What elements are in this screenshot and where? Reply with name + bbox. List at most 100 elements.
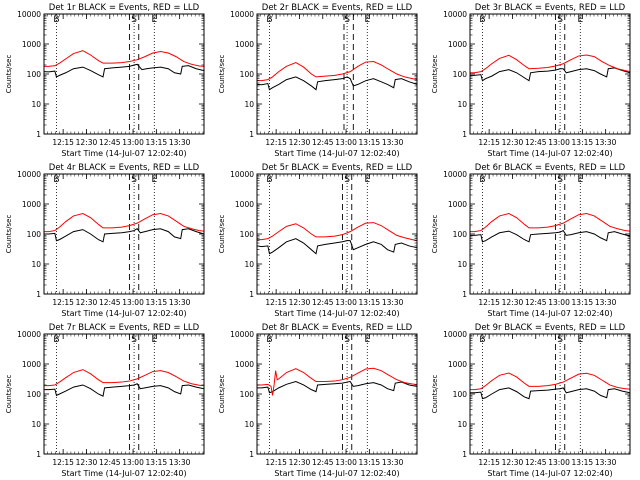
x-axis-label: Start Time (14-Jul-07 12:02:40) [274, 149, 399, 158]
y-axis-label: Counts/sec [5, 55, 13, 94]
y-tick-label: 1 [462, 290, 467, 299]
x-tick-label: 13:00 [335, 138, 357, 147]
x-tick-label: 13:00 [548, 458, 570, 467]
y-tick-label: 100 [27, 230, 42, 239]
series-line-lld [44, 213, 205, 233]
y-tick-label: 10 [244, 100, 254, 109]
x-tick-label: 12:45 [312, 458, 334, 467]
x-tick-label: 13:30 [169, 138, 191, 147]
y-tick-label: 10000 [230, 170, 254, 179]
x-tick-label: 12:45 [312, 138, 334, 147]
y-tick-label: 1000 [22, 360, 41, 369]
x-tick-label: 13:30 [382, 298, 404, 307]
y-tick-label: 10 [244, 260, 254, 269]
marker-label-e: E [151, 175, 157, 185]
chart-title: Det 2r BLACK = Events, RED = LLD [262, 3, 413, 13]
series-line-lld [470, 54, 631, 74]
marker-label-s: S [131, 335, 137, 345]
y-tick-label: 10 [31, 420, 41, 429]
marker-label-b: B [266, 15, 272, 25]
x-axis-label: Start Time (14-Jul-07 12:02:40) [487, 149, 612, 158]
marker-label-s: S [344, 15, 350, 25]
chart-panel: Det 7r BLACK = Events, RED = LLD Counts/s… [5, 323, 205, 478]
series-line-lld [257, 367, 418, 396]
plot-frame [469, 173, 631, 295]
series-line-events [470, 387, 631, 400]
y-tick-label: 1000 [235, 40, 254, 49]
y-tick-label: 10 [31, 100, 41, 109]
series-line-lld [44, 50, 205, 67]
x-tick-label: 12:45 [99, 458, 121, 467]
x-tick-label: 12:15 [478, 458, 500, 467]
marker-label-e: E [364, 175, 370, 185]
plot-frame [43, 173, 205, 295]
y-tick-label: 100 [240, 70, 255, 79]
x-tick-label: 12:15 [52, 138, 74, 147]
marker-label-b: B [479, 175, 485, 185]
x-axis-label: Start Time (14-Jul-07 12:02:40) [61, 309, 186, 318]
chart-panel: Det 5r BLACK = Events, RED = LLD Counts/s… [218, 163, 418, 318]
marker-label-s: S [344, 175, 350, 185]
y-tick-label: 10 [457, 420, 467, 429]
y-tick-label: 1000 [235, 200, 254, 209]
y-tick-label: 1000 [448, 40, 467, 49]
marker-label-b: B [53, 15, 59, 25]
x-axis-label: Start Time (14-Jul-07 12:02:40) [487, 309, 612, 318]
y-axis-label: Counts/sec [218, 215, 226, 254]
x-tick-label: 12:15 [52, 458, 74, 467]
y-tick-label: 1000 [448, 360, 467, 369]
chart-title: Det 8r BLACK = Events, RED = LLD [262, 323, 413, 333]
chart-title: Det 4r BLACK = Events, RED = LLD [49, 163, 200, 173]
marker-label-s: S [557, 15, 563, 25]
plot-frame [256, 13, 418, 135]
series-line-lld [257, 61, 418, 82]
chart-title: Det 5r BLACK = Events, RED = LLD [262, 163, 413, 173]
plot-frame [256, 333, 418, 455]
x-axis-label: Start Time (14-Jul-07 12:02:40) [274, 469, 399, 478]
x-tick-label: 13:30 [595, 298, 617, 307]
marker-label-e: E [151, 335, 157, 345]
marker-label-b: B [479, 335, 485, 345]
series-line-events [256, 76, 418, 91]
y-tick-label: 1000 [235, 360, 254, 369]
y-tick-label: 100 [240, 230, 255, 239]
y-tick-label: 1 [36, 450, 41, 459]
series-line-events [470, 229, 631, 243]
chart-title: Det 6r BLACK = Events, RED = LLD [475, 163, 626, 173]
y-tick-label: 10000 [230, 330, 254, 339]
y-axis-label: Counts/sec [431, 55, 439, 94]
x-tick-label: 13:15 [359, 298, 381, 307]
x-tick-label: 13:15 [359, 138, 381, 147]
series-line-events [257, 381, 418, 394]
series-line-lld [44, 369, 205, 387]
marker-label-s: S [557, 175, 563, 185]
series-line-events [44, 228, 205, 243]
x-tick-label: 12:45 [99, 138, 121, 147]
x-tick-label: 13:15 [146, 138, 168, 147]
y-tick-label: 100 [240, 390, 255, 399]
plot-frame [469, 333, 631, 455]
x-tick-label: 13:30 [382, 138, 404, 147]
chart-panel: Det 4r BLACK = Events, RED = LLD Counts/s… [5, 163, 205, 318]
x-tick-label: 13:00 [548, 298, 570, 307]
marker-label-b: B [53, 175, 59, 185]
x-axis-label: Start Time (14-Jul-07 12:02:40) [487, 469, 612, 478]
y-tick-label: 10000 [17, 170, 41, 179]
x-tick-label: 12:15 [265, 298, 287, 307]
y-tick-label: 100 [453, 390, 468, 399]
plot-frame [469, 13, 631, 135]
y-tick-label: 1000 [22, 40, 41, 49]
y-tick-label: 10 [244, 420, 254, 429]
marker-label-b: B [266, 175, 272, 185]
y-tick-label: 1 [462, 450, 467, 459]
y-axis-label: Counts/sec [5, 375, 13, 414]
y-tick-label: 100 [453, 230, 468, 239]
x-tick-label: 12:30 [289, 458, 311, 467]
y-tick-label: 1 [249, 450, 254, 459]
series-line-events [43, 63, 205, 78]
marker-label-s: S [557, 335, 563, 345]
x-tick-label: 13:30 [382, 458, 404, 467]
x-tick-label: 12:30 [289, 298, 311, 307]
x-tick-label: 13:00 [122, 138, 144, 147]
